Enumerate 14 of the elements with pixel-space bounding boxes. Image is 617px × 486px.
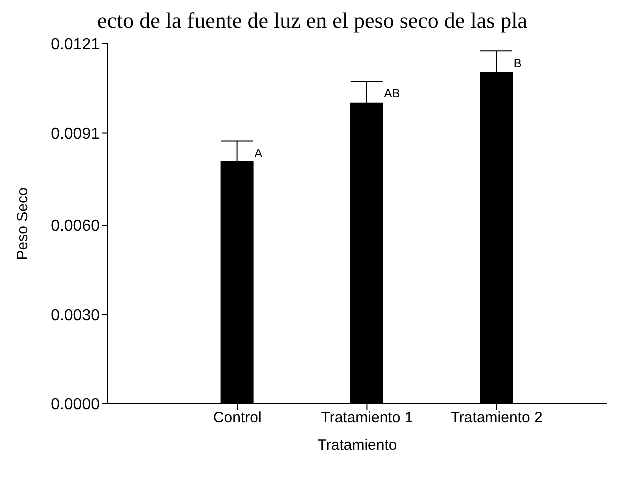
annotation: AB xyxy=(384,86,400,101)
y-tick-label: 0.0060 xyxy=(51,218,100,236)
y-tick-label: 0.0121 xyxy=(51,36,100,54)
x-tick-label: Tratamiento 2 xyxy=(450,410,543,427)
chart-title: ecto de la fuente de luz en el peso seco de las pla xyxy=(96,8,529,34)
annotation: B xyxy=(514,56,522,70)
x-tick-label: Tratamiento 1 xyxy=(321,410,414,427)
y-tick-label: 0.0000 xyxy=(51,396,100,414)
annotation: A xyxy=(254,146,263,161)
y-axis-title: Peso Seco xyxy=(14,188,32,260)
y-tick-label: 0.0030 xyxy=(51,307,100,324)
y-tick-label: 0.0091 xyxy=(51,126,100,143)
x-tick-label: Control xyxy=(213,410,262,427)
x-axis-title: Tratamiento xyxy=(318,437,398,454)
